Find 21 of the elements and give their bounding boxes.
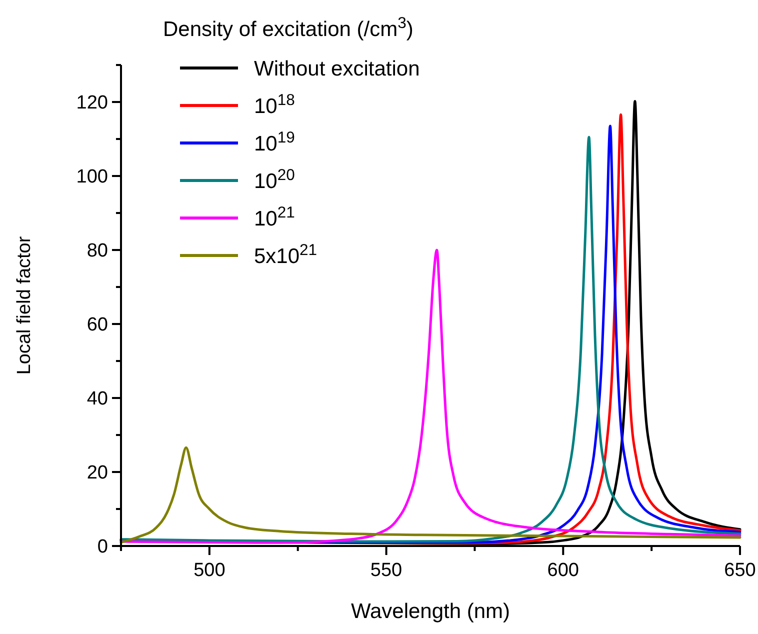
y-tick-label: 120 xyxy=(76,92,108,114)
y-axis-title: Local field factor xyxy=(14,236,35,375)
x-tick-label: 600 xyxy=(547,560,579,581)
y-tick-label: 20 xyxy=(86,462,108,484)
y-tick-label: 60 xyxy=(86,314,108,336)
legend-label: Without excitation xyxy=(254,57,420,80)
x-tick-label: 500 xyxy=(194,560,226,581)
y-tick-label: 80 xyxy=(86,240,108,262)
x-tick-label: 650 xyxy=(724,560,756,581)
legend-title: Density of excitation (/cm$^{3}$) xyxy=(163,14,414,41)
legend-label: 10$^{19}$ xyxy=(254,128,296,156)
legend-label: 10$^{21}$ xyxy=(254,204,295,230)
legend-label: 10$^{18}$ xyxy=(254,91,296,118)
y-tick-label: 0 xyxy=(97,536,108,558)
y-tick-label: 40 xyxy=(86,388,108,410)
legend-label: 5x10$^{21}$ xyxy=(254,241,318,268)
x-axis-title: Wavelength (nm) xyxy=(350,600,510,623)
line-series xyxy=(120,446,742,544)
legend-label: 10$^{20}$ xyxy=(254,166,296,193)
x-tick-label: 550 xyxy=(370,560,402,581)
y-tick-label: 100 xyxy=(76,166,108,188)
